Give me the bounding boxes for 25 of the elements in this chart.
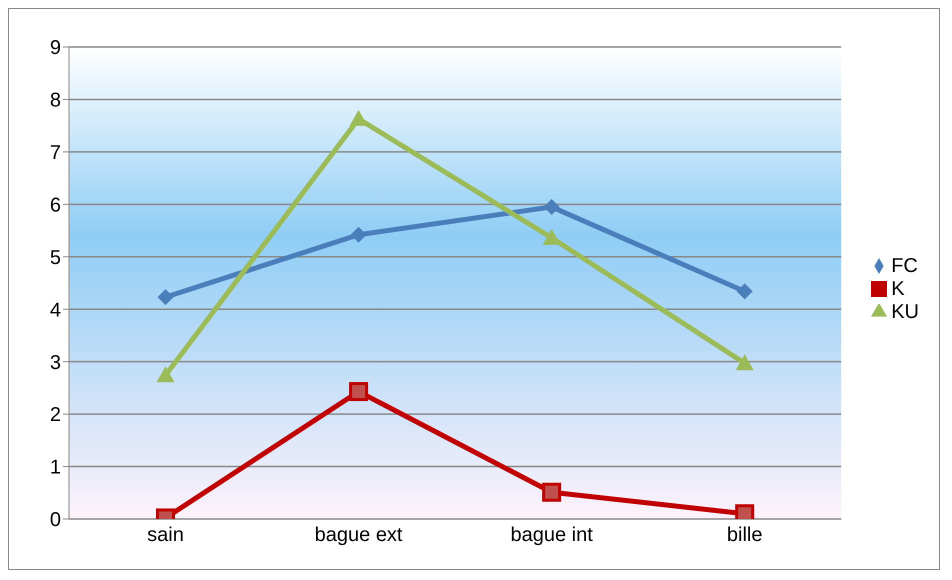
y-tick-label: 4 [50, 299, 61, 322]
y-tick-label: 2 [50, 404, 61, 426]
point [736, 283, 753, 300]
y-tick-label: 5 [50, 246, 61, 269]
point [349, 382, 368, 402]
point [158, 289, 174, 306]
x-tick-label: bague int [510, 524, 594, 546]
point [156, 366, 175, 382]
point [542, 482, 562, 502]
legend-label: KU [891, 300, 919, 322]
legend-label: K [891, 278, 905, 300]
y-tick-label: 3 [50, 352, 61, 374]
y-tick-label: 1 [50, 456, 61, 479]
y-tick-label: 6 [50, 194, 61, 216]
y-tick-label: 9 [50, 37, 61, 60]
legend-label: FC [891, 254, 918, 276]
point [544, 198, 560, 215]
x-tick-label: bille [726, 524, 762, 546]
x-tick-label: sain [147, 524, 184, 546]
y-tick-label: 8 [50, 90, 61, 112]
x-tick-label: bague ext [314, 524, 403, 546]
y-tick-label: 0 [50, 509, 61, 532]
y-tick-label: 7 [50, 142, 61, 164]
point [350, 226, 367, 243]
point [736, 354, 754, 370]
